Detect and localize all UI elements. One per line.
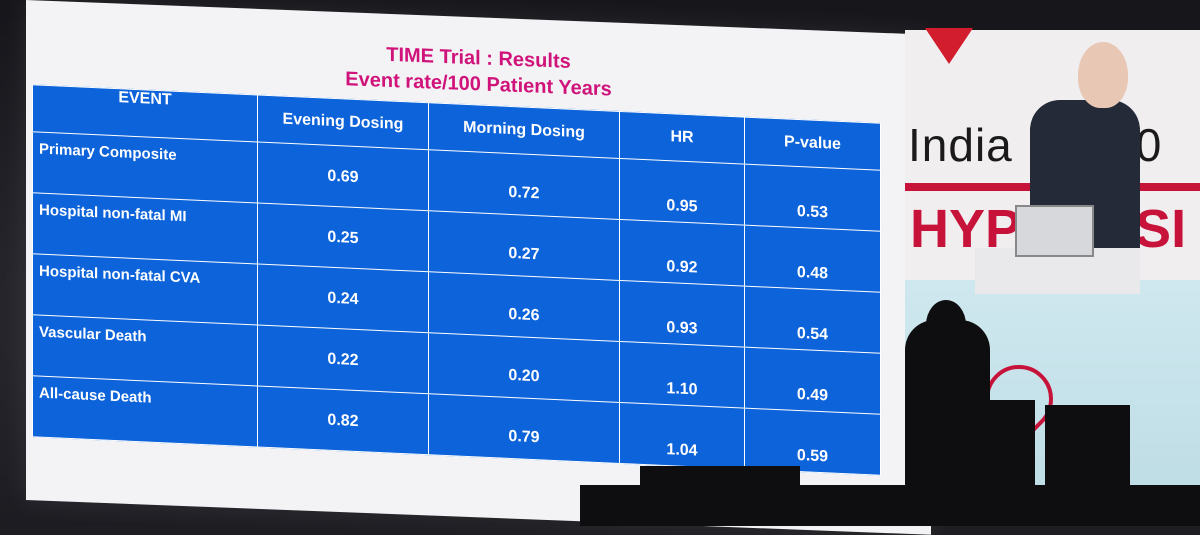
p-value: 0.48 bbox=[796, 263, 829, 283]
event-name: Vascular Death bbox=[39, 323, 147, 346]
p-value: 0.54 bbox=[796, 324, 829, 344]
laptop-icon bbox=[1015, 205, 1094, 257]
chair-silhouette bbox=[1045, 405, 1130, 526]
morning-value: 0.20 bbox=[508, 366, 540, 386]
evening-value: 0.24 bbox=[327, 289, 359, 309]
projected-slide: TIME Trial : Results Event rate/100 Pati… bbox=[26, 0, 931, 535]
event-name: Primary Composite bbox=[39, 140, 177, 164]
banner-text-hypertension: HYP NSI bbox=[910, 199, 1187, 259]
p-value: 0.53 bbox=[796, 202, 829, 222]
morning-value: 0.72 bbox=[508, 183, 540, 203]
hr-value: 0.93 bbox=[666, 319, 698, 338]
evening-value: 0.25 bbox=[327, 228, 359, 248]
p-value: 0.49 bbox=[796, 385, 829, 405]
chair-silhouette bbox=[985, 400, 1035, 526]
hr-value: 0.95 bbox=[666, 197, 698, 216]
evening-value: 0.69 bbox=[327, 167, 359, 187]
banner-logo-mark bbox=[925, 28, 973, 64]
evening-value: 0.82 bbox=[327, 411, 359, 431]
morning-value: 0.27 bbox=[508, 244, 540, 264]
evening-value: 0.22 bbox=[327, 350, 359, 370]
header-evening: Evening Dosing bbox=[257, 95, 429, 150]
seated-person-head bbox=[926, 300, 966, 350]
header-hr: HR bbox=[619, 111, 745, 165]
morning-value: 0.79 bbox=[508, 427, 540, 447]
morning-value: 0.26 bbox=[508, 305, 540, 325]
speaker-head bbox=[1078, 42, 1128, 108]
hr-value: 0.92 bbox=[666, 258, 698, 277]
event-name: Hospital non-fatal CVA bbox=[39, 262, 201, 287]
seated-person-silhouette bbox=[905, 320, 990, 526]
side-table-silhouette bbox=[640, 466, 800, 526]
hr-value: 1.04 bbox=[666, 441, 698, 460]
hr-value: 1.10 bbox=[666, 380, 698, 399]
header-p-value: P-value bbox=[744, 117, 881, 171]
results-table: EVENT Evening Dosing Morning Dosing HR P… bbox=[32, 84, 881, 476]
event-name: Hospital non-fatal MI bbox=[39, 201, 187, 226]
event-name: All-cause Death bbox=[39, 384, 152, 407]
